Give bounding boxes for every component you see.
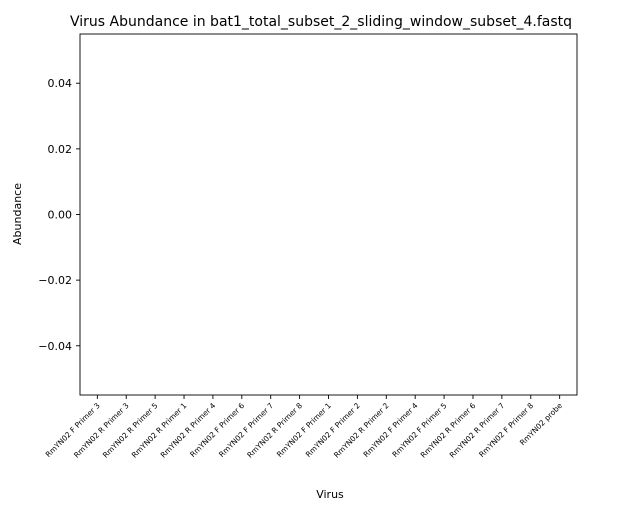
y-tick-label: −0.02 xyxy=(38,274,72,287)
y-tick-label: 0.02 xyxy=(48,143,73,156)
x-tick-label: RmYN02 R Primer 5 xyxy=(101,401,160,460)
x-tick-label: RmYN02 F Primer 7 xyxy=(217,401,275,459)
x-tick-label: RmYN02 F Primer 3 xyxy=(44,401,102,459)
chart-title: Virus Abundance in bat1_total_subset_2_s… xyxy=(70,14,572,30)
x-tick-label: RmYN02 R Primer 4 xyxy=(159,401,218,460)
y-tick-label: 0.00 xyxy=(48,209,73,222)
x-axis-label: Virus xyxy=(316,488,344,501)
x-tick-label: RmYN02 F Primer 2 xyxy=(304,401,362,459)
x-tick-label: RmYN02 F Primer 4 xyxy=(362,401,420,459)
x-tick-label: RmYN02 F Primer 8 xyxy=(477,401,535,459)
x-tick-label: RmYN02 R Primer 1 xyxy=(130,401,189,460)
plot-frame xyxy=(79,33,578,396)
x-tick-label: RmYN02 F Primer 1 xyxy=(275,401,333,459)
x-tick-label: RmYN02 R Primer 8 xyxy=(245,401,304,460)
x-tick-label: RmYN02 R Primer 2 xyxy=(332,401,391,460)
y-tick-label: 0.04 xyxy=(48,77,73,90)
x-tick-label: RmYN02 R Primer 6 xyxy=(419,401,478,460)
x-tick-label: RmYN02 R Primer 3 xyxy=(72,401,131,460)
x-tick-label: RmYN02 R Primer 7 xyxy=(448,401,507,460)
y-tick-label: −0.04 xyxy=(38,340,72,353)
x-tick-label: RmYN02 F Primer 6 xyxy=(188,401,246,459)
x-tick-label: RmYN02 F Primer 5 xyxy=(390,401,448,459)
y-axis-label: Abundance xyxy=(11,183,24,245)
